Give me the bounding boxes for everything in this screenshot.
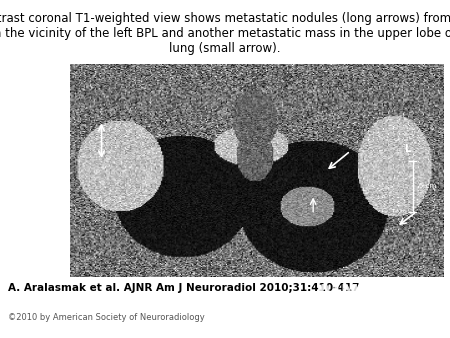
- Text: 5 cm: 5 cm: [419, 184, 436, 189]
- Text: Precontrast coronal T1-weighted view shows metastatic nodules (long arrows) from: Precontrast coronal T1-weighted view sho…: [0, 12, 450, 55]
- Text: ©2010 by American Society of Neuroradiology: ©2010 by American Society of Neuroradiol…: [8, 313, 205, 322]
- Text: A. Aralasmak et al. AJNR Am J Neuroradiol 2010;31:410-417: A. Aralasmak et al. AJNR Am J Neuroradio…: [8, 283, 360, 293]
- Text: L: L: [404, 144, 410, 154]
- Text: AMERICAN JOURNAL OF NEURORADIOLOGY: AMERICAN JOURNAL OF NEURORADIOLOGY: [288, 312, 405, 317]
- Text: AJNR: AJNR: [316, 284, 377, 304]
